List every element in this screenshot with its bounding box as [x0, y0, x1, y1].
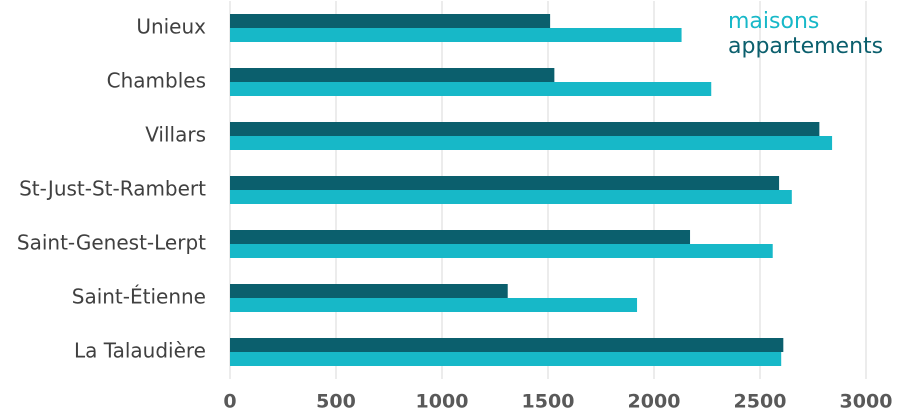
x-tick-label: 1000	[416, 391, 469, 413]
bar	[230, 244, 773, 258]
category-label: St-Just-St-Rambert	[19, 177, 206, 201]
bar	[230, 28, 682, 42]
x-tick-label: 0	[223, 391, 236, 413]
bar	[230, 14, 551, 28]
x-tick-label: 500	[316, 391, 356, 413]
bar	[230, 176, 780, 190]
category-label: La Talaudière	[74, 339, 206, 363]
legend-label: appartements	[728, 34, 883, 59]
category-label: Unieux	[136, 15, 206, 39]
bar	[230, 352, 782, 366]
bar	[230, 190, 792, 204]
bar	[230, 122, 820, 136]
legend-label: maisons	[728, 9, 819, 34]
category-label: Chambles	[107, 69, 206, 93]
bar	[230, 338, 784, 352]
category-label: Saint-Genest-Lerpt	[17, 231, 206, 255]
x-tick-label: 2500	[734, 391, 787, 413]
bar	[230, 298, 638, 312]
x-tick-label: 1500	[522, 391, 575, 413]
category-label: Villars	[145, 123, 206, 147]
bar	[230, 82, 712, 96]
bar	[230, 136, 833, 150]
category-label: Saint-Étienne	[72, 285, 206, 309]
bar	[230, 284, 508, 298]
bar	[230, 230, 691, 244]
x-tick-label: 2000	[628, 391, 681, 413]
bar	[230, 68, 555, 82]
x-tick-label: 3000	[840, 391, 893, 413]
